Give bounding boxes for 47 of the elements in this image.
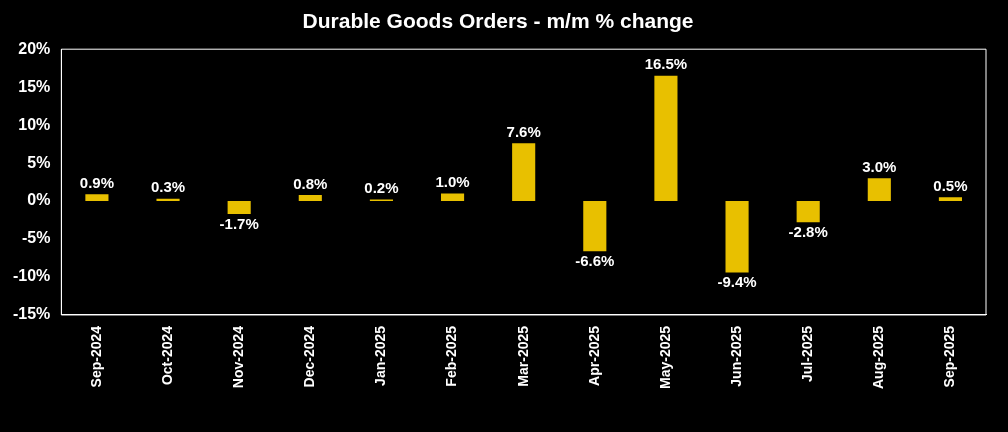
data-label: 0.3% [150, 178, 186, 196]
y-tick-label: 20% [18, 39, 51, 57]
bar [227, 201, 251, 214]
bar [583, 201, 607, 252]
x-tick-label: May-2025 [656, 325, 673, 390]
bar [85, 194, 109, 202]
x-tick-label: Jul-2025 [799, 325, 816, 383]
x-tick-label: Dec-2024 [301, 325, 318, 388]
bar [867, 178, 891, 202]
bar [938, 197, 962, 202]
y-tick-label: 15% [18, 77, 51, 95]
data-label: 0.8% [293, 174, 328, 192]
data-label: -1.7% [219, 214, 259, 232]
data-label: 0.2% [364, 179, 399, 197]
y-tick-label: 0% [27, 191, 51, 209]
y-tick-label: 10% [18, 115, 51, 133]
x-tick-label: Nov-2024 [230, 325, 247, 389]
y-tick-label: -5% [21, 229, 51, 247]
data-label: 1.0% [435, 173, 470, 191]
bar [440, 193, 465, 202]
data-label: 0.5% [933, 176, 968, 194]
bar [156, 198, 180, 202]
data-label: 0.9% [79, 173, 115, 191]
bar [512, 143, 536, 202]
x-tick-label: Jan-2025 [372, 325, 389, 386]
chart-title: Durable Goods Orders - m/m % change [302, 9, 694, 33]
y-tick-label: 5% [27, 153, 51, 171]
x-tick-label: Mar-2025 [514, 325, 531, 387]
data-label: -6.6% [575, 251, 615, 269]
data-label: 3.0% [862, 157, 897, 175]
x-tick-label: Aug-2025 [870, 325, 887, 389]
bar [796, 201, 820, 223]
data-label: 7.6% [506, 123, 541, 140]
x-tick-label: Sep-2024 [87, 325, 104, 388]
data-label: -2.8% [788, 222, 828, 240]
y-tick-label: -10% [12, 267, 51, 285]
x-tick-label: Sep-2025 [941, 325, 958, 388]
x-tick-label: Oct-2024 [158, 325, 175, 386]
bar [725, 201, 749, 273]
bar [298, 194, 322, 202]
x-tick-label: Feb-2025 [443, 325, 460, 387]
data-label: -9.4% [717, 273, 757, 291]
x-tick-label: Jun-2025 [727, 325, 744, 387]
data-label: 16.5% [644, 55, 688, 73]
bar [654, 75, 678, 202]
x-tick-label: Apr-2025 [585, 325, 602, 386]
y-tick-label: -15% [12, 305, 51, 323]
